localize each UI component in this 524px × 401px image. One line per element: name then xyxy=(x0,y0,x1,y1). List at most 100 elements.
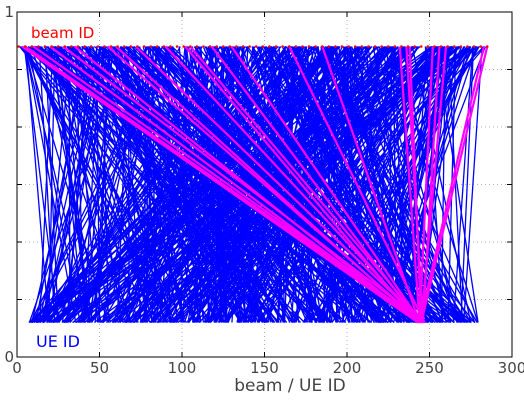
connection-line xyxy=(67,46,273,323)
beam-marker xyxy=(261,45,265,48)
x-axis-label: beam / UE ID xyxy=(234,376,345,396)
connection-line xyxy=(221,46,286,323)
beam-marker xyxy=(56,45,60,48)
x-tick-label: 300 xyxy=(498,359,524,377)
beam-marker xyxy=(136,45,139,48)
beam-marker xyxy=(43,45,47,48)
connection-line xyxy=(90,46,315,323)
beam-marker xyxy=(439,45,443,48)
highlight-connection-line xyxy=(408,46,423,323)
beam-marker xyxy=(274,45,278,48)
connection-line xyxy=(61,46,339,323)
beam-marker xyxy=(142,45,146,48)
beam-marker xyxy=(393,45,397,48)
connection-line xyxy=(294,46,438,323)
highlight-connection-line xyxy=(321,46,421,323)
beam-marker xyxy=(70,45,73,48)
beam-marker xyxy=(169,45,172,48)
beam-marker xyxy=(63,45,67,48)
beam-marker xyxy=(50,45,53,48)
connection-line xyxy=(35,46,88,323)
connection-line xyxy=(390,46,450,323)
beam-id-markers xyxy=(17,45,489,48)
connection-line xyxy=(113,46,196,323)
beam-marker xyxy=(182,45,185,48)
connection-line xyxy=(452,46,474,323)
beam-marker xyxy=(235,45,238,48)
beam-marker xyxy=(485,45,489,48)
beam-marker xyxy=(452,45,456,48)
beam-marker xyxy=(149,45,152,48)
beam-marker xyxy=(155,45,159,48)
x-tick-label: 0 xyxy=(12,359,22,377)
beam-marker xyxy=(208,45,212,48)
beam-marker xyxy=(426,45,430,48)
beam-marker xyxy=(400,45,403,48)
connection-line xyxy=(168,46,414,323)
beam-marker xyxy=(37,45,40,48)
connection-line xyxy=(33,45,446,324)
beam-marker xyxy=(23,45,27,48)
beam-marker xyxy=(188,45,192,48)
beam-marker xyxy=(419,45,423,48)
connection-line xyxy=(238,46,406,323)
beam-marker xyxy=(109,45,113,48)
connection-line xyxy=(141,46,453,323)
connection-line xyxy=(108,46,414,323)
highlight-connection-line xyxy=(210,45,421,324)
beam-marker xyxy=(353,45,357,48)
connection-line xyxy=(49,46,93,323)
beam-marker xyxy=(320,45,324,48)
beam-marker xyxy=(367,45,370,48)
y-tick-label: 1 xyxy=(4,3,14,21)
beam-marker xyxy=(228,45,232,48)
connection-line xyxy=(75,46,124,323)
beam-marker xyxy=(248,45,251,48)
beam-marker xyxy=(472,45,476,48)
beam-marker xyxy=(89,45,93,48)
connection-line xyxy=(376,46,448,323)
x-tick-label: 250 xyxy=(415,359,444,377)
beam-marker xyxy=(129,45,133,48)
connection-line xyxy=(153,46,444,323)
beam-marker xyxy=(294,45,298,48)
highlight-connection-line xyxy=(288,46,426,323)
connection-line xyxy=(460,46,475,323)
connection-line xyxy=(292,46,443,323)
connection-line xyxy=(463,46,483,323)
beam-marker xyxy=(413,45,416,48)
beam-marker xyxy=(76,45,80,48)
beam-marker xyxy=(122,45,126,48)
connection-line xyxy=(29,46,315,323)
beam-marker xyxy=(215,45,218,48)
highlight-connection-line xyxy=(184,45,419,324)
connection-line xyxy=(411,46,472,323)
highlight-connection-line xyxy=(398,46,421,323)
beam-marker xyxy=(340,45,344,48)
beam-marker xyxy=(446,45,449,48)
beam-marker xyxy=(254,45,258,48)
highlight-connection-line xyxy=(418,46,486,323)
connection-line xyxy=(47,46,131,323)
highlight-connection-line xyxy=(230,45,423,324)
connection-line xyxy=(107,46,312,323)
beam-marker xyxy=(386,45,390,48)
beam-marker xyxy=(479,45,482,48)
connection-line xyxy=(257,46,350,323)
highlight-connection-line xyxy=(115,45,421,324)
ue-id-annotation: UE ID xyxy=(36,332,80,351)
connection-line xyxy=(272,46,434,323)
beam-marker xyxy=(433,45,436,48)
beam-marker xyxy=(347,45,350,48)
connection-line xyxy=(295,46,364,323)
beam-marker xyxy=(116,45,119,48)
connection-line xyxy=(24,46,109,323)
connection-line xyxy=(328,46,444,323)
beam-marker xyxy=(175,45,179,48)
connection-line xyxy=(24,46,77,323)
highlight-connection-line xyxy=(418,46,434,323)
beam-marker xyxy=(96,45,100,48)
connection-line xyxy=(35,45,382,324)
axis-ticks: 0 50 100 150 200 250 300 0 1 xyxy=(4,3,524,377)
